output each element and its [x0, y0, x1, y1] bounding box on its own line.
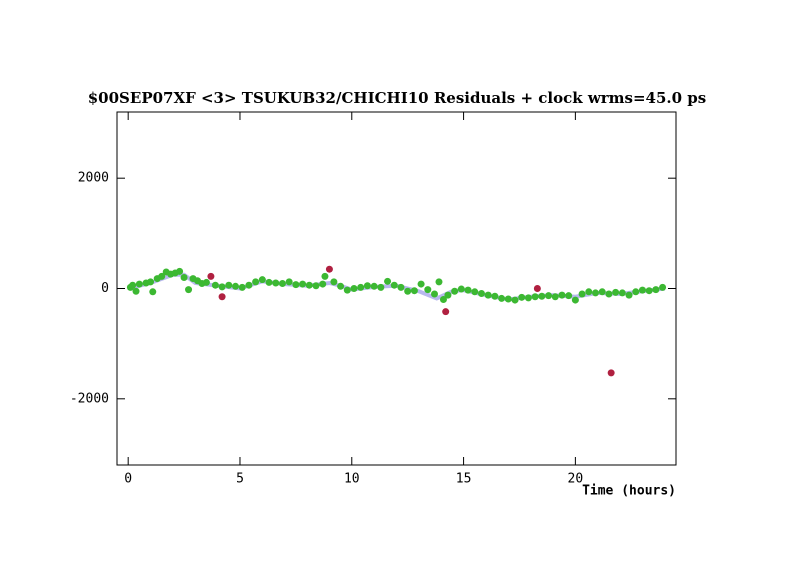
data-point — [504, 295, 512, 303]
y-tick-label: 2000 — [78, 171, 109, 186]
chart-title: $00SEP07XF <3> TSUKUB32/CHICHI10 Residua… — [88, 89, 706, 107]
data-point — [225, 281, 233, 289]
data-point — [498, 294, 506, 302]
data-point — [585, 288, 593, 296]
x-tick-label: 20 — [568, 472, 584, 487]
data-point — [511, 296, 519, 304]
data-point — [533, 285, 541, 292]
data-point — [471, 288, 479, 296]
data-point — [384, 277, 392, 285]
data-point — [202, 278, 210, 286]
data-point — [319, 280, 327, 288]
data-point — [132, 287, 140, 295]
data-point — [245, 281, 253, 289]
data-point — [390, 281, 398, 289]
data-point — [551, 293, 559, 301]
data-point — [439, 296, 447, 304]
data-point — [218, 293, 226, 301]
data-point — [638, 286, 646, 294]
data-point — [176, 267, 184, 275]
data-point — [618, 289, 626, 297]
y-tick-label: 0 — [101, 281, 109, 296]
data-point — [652, 286, 660, 294]
data-point — [312, 282, 320, 290]
data-point — [545, 292, 553, 300]
data-point — [592, 289, 600, 297]
y-tick-label: -2000 — [70, 391, 109, 406]
data-point — [272, 279, 280, 287]
data-point — [325, 265, 333, 273]
data-point — [330, 278, 338, 286]
data-point — [442, 308, 450, 316]
plot-frame — [116, 111, 677, 466]
data-point — [397, 283, 405, 291]
data-point — [211, 281, 219, 289]
data-point — [321, 272, 329, 280]
data-point — [612, 288, 620, 296]
data-point — [464, 286, 472, 294]
data-point — [578, 290, 586, 298]
data-point — [605, 290, 613, 298]
data-point — [252, 278, 260, 286]
data-point — [632, 288, 640, 296]
data-point — [518, 293, 526, 301]
data-point — [659, 283, 667, 291]
data-point — [363, 282, 371, 290]
data-point — [129, 281, 137, 289]
data-point — [305, 281, 313, 289]
data-point — [278, 280, 286, 288]
data-point — [565, 292, 573, 300]
x-axis-label: Time (hours) — [582, 484, 676, 499]
data-point — [598, 288, 606, 296]
data-point — [571, 296, 579, 304]
data-point — [218, 283, 226, 291]
data-point — [377, 283, 385, 291]
data-point — [477, 289, 485, 297]
data-point — [410, 287, 418, 295]
x-tick-label: 10 — [344, 472, 360, 487]
data-point — [185, 286, 193, 294]
data-point — [147, 278, 155, 286]
data-point — [457, 285, 465, 293]
data-point — [149, 288, 157, 296]
data-point — [265, 278, 273, 286]
data-point — [451, 287, 459, 295]
data-point — [158, 272, 166, 280]
x-tick-label: 0 — [124, 472, 132, 487]
data-point — [431, 290, 439, 298]
data-point — [538, 292, 546, 300]
data-point — [645, 287, 653, 295]
data-point — [207, 272, 215, 280]
data-point — [258, 276, 266, 284]
data-point — [292, 281, 300, 289]
data-point — [180, 273, 188, 281]
data-point — [343, 286, 351, 294]
data-point — [491, 292, 499, 300]
data-point — [417, 280, 425, 288]
data-point — [350, 285, 358, 292]
data-point — [370, 282, 378, 290]
data-point — [337, 282, 345, 290]
data-point — [531, 293, 539, 301]
data-point — [444, 291, 452, 299]
data-point — [299, 280, 307, 288]
data-point — [625, 291, 633, 299]
data-point — [435, 278, 443, 286]
data-point — [524, 294, 532, 302]
data-point — [484, 291, 492, 299]
data-point — [238, 283, 246, 291]
x-tick-label: 15 — [456, 472, 472, 487]
data-point — [357, 283, 365, 291]
data-point — [607, 369, 615, 377]
x-tick-label: 5 — [236, 472, 244, 487]
data-point — [404, 287, 412, 295]
data-point — [424, 286, 432, 294]
data-point — [285, 278, 293, 286]
data-point — [232, 282, 240, 290]
data-point — [558, 291, 566, 299]
data-point — [135, 280, 143, 288]
